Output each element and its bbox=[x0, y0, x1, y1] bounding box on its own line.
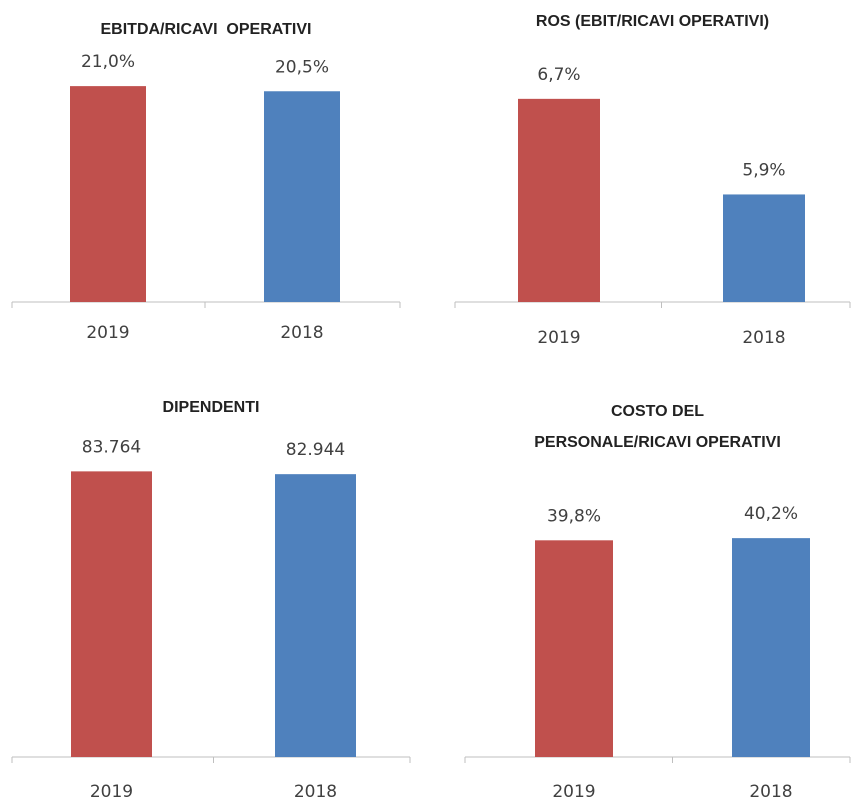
x-tick-label: 2018 bbox=[749, 782, 792, 801]
chart-title: PERSONALE/RICAVI OPERATIVI bbox=[534, 434, 781, 451]
x-tick-label: 2019 bbox=[90, 782, 133, 801]
chart-title: ROS (EBIT/RICAVI OPERATIVI) bbox=[536, 13, 769, 30]
bar bbox=[723, 194, 805, 302]
chart-title: COSTO DEL bbox=[611, 403, 704, 420]
x-tick-label: 2018 bbox=[742, 328, 785, 348]
bar bbox=[732, 538, 810, 757]
x-tick-label: 2018 bbox=[280, 323, 323, 343]
x-tick-label: 2019 bbox=[537, 328, 580, 348]
value-label: 20,5% bbox=[275, 57, 329, 77]
bar bbox=[264, 91, 340, 302]
chart-title: DIPENDENTI bbox=[163, 399, 260, 416]
bar bbox=[518, 98, 600, 302]
value-label: 39,8% bbox=[547, 506, 601, 526]
value-label: 6,7% bbox=[537, 65, 580, 85]
x-tick-label: 2019 bbox=[552, 782, 595, 801]
bar bbox=[275, 474, 356, 757]
value-label: 83.764 bbox=[82, 437, 141, 457]
bar bbox=[535, 540, 613, 757]
chart-title: EBITDA/RICAVI OPERATIVI bbox=[101, 21, 312, 38]
value-label: 5,9% bbox=[742, 160, 785, 180]
value-label: 21,0% bbox=[81, 52, 135, 72]
value-label: 82.944 bbox=[286, 440, 345, 460]
x-tick-label: 2018 bbox=[294, 782, 337, 801]
x-tick-label: 2019 bbox=[86, 323, 129, 343]
bar bbox=[70, 86, 146, 303]
bar bbox=[71, 471, 152, 757]
value-label: 40,2% bbox=[744, 504, 798, 524]
